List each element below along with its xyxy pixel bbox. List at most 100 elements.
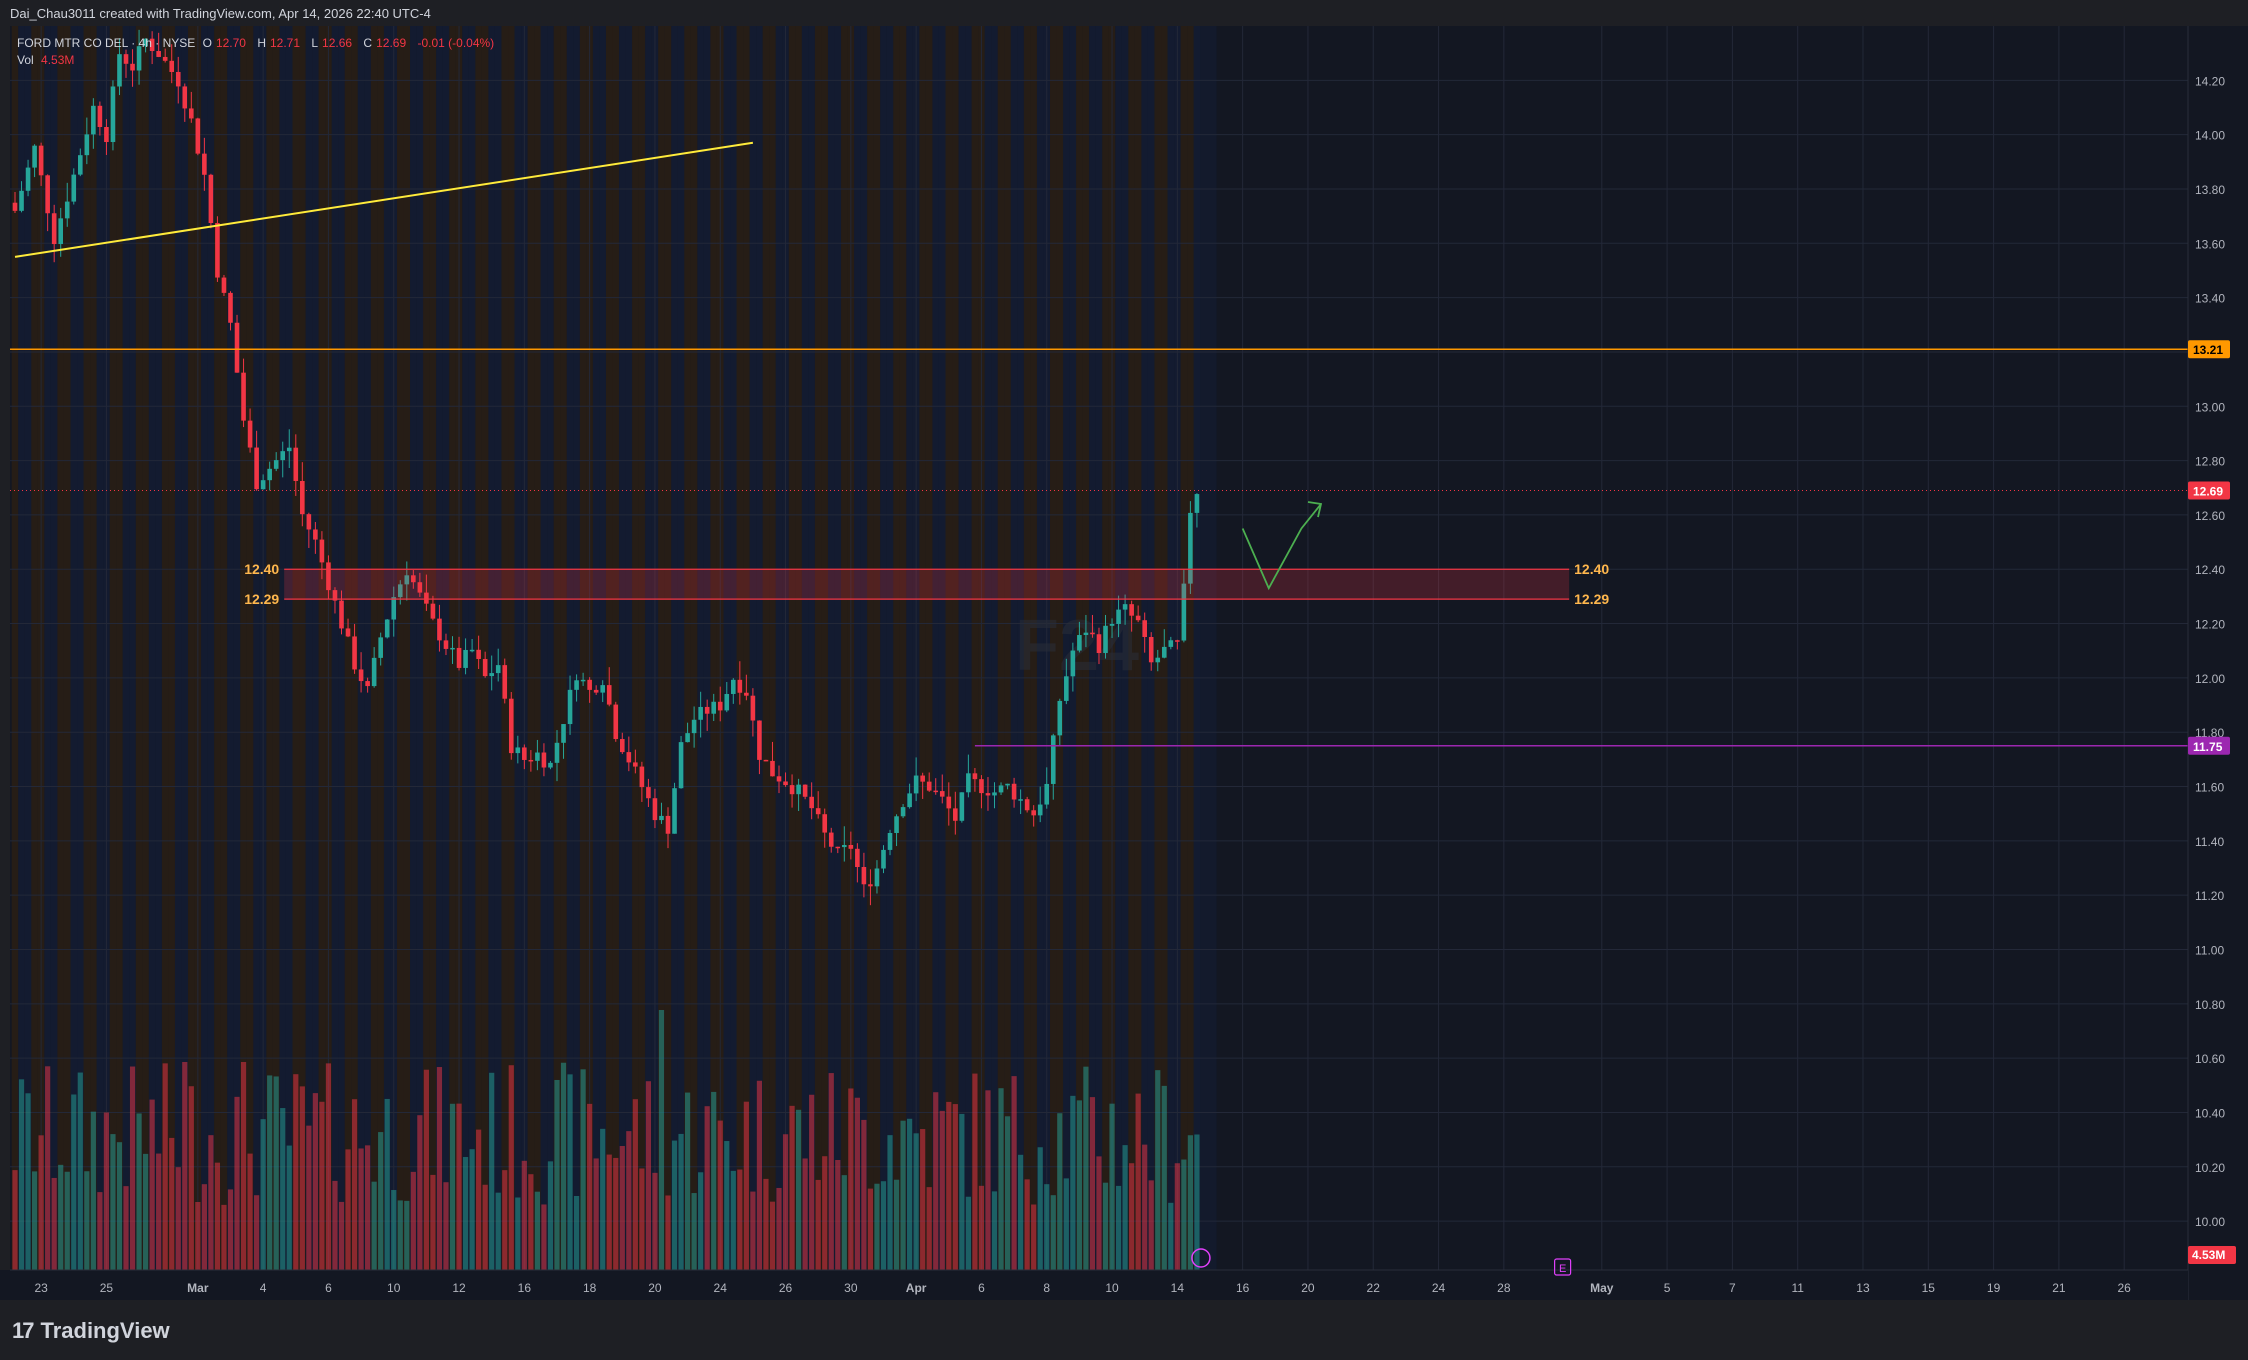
volume-bar [684, 1092, 691, 1270]
volume-label: Vol [17, 53, 34, 67]
session-band [11, 26, 19, 1270]
symbol-legend[interactable]: FORD MTR CO DEL · 4h · NYSE O 12.70 H 12.7… [17, 35, 498, 69]
candle [1096, 627, 1102, 665]
volume-bar [240, 1062, 247, 1270]
candle [32, 144, 37, 178]
session-band [527, 26, 535, 1270]
candle [12, 192, 18, 214]
price-tick-label: 10.00 [2195, 1215, 2225, 1229]
volume-bar [436, 1067, 443, 1270]
session-band [795, 26, 802, 1270]
candle [169, 44, 175, 84]
candle-body [606, 685, 612, 705]
time-tick-label: 13 [1856, 1281, 1870, 1295]
candle-body [404, 575, 410, 585]
candle [182, 83, 188, 122]
candle [450, 636, 455, 664]
candle [822, 808, 828, 848]
session-band [246, 26, 254, 1270]
session-band [723, 26, 731, 1270]
session-band [292, 26, 300, 1270]
symbol-label[interactable]: FORD MTR CO DEL · 4h · NYSE [17, 36, 196, 50]
volume-bar [325, 1063, 332, 1270]
session-band [299, 26, 306, 1270]
volume-bar [299, 1086, 305, 1270]
candle-body [717, 701, 723, 711]
volume-bar [1109, 1103, 1115, 1270]
candle [371, 647, 377, 688]
last-price-tag [2188, 481, 2230, 500]
volume-bar [84, 1171, 90, 1270]
candle-body [306, 514, 312, 530]
volume-bar [156, 1153, 162, 1270]
price-chart[interactable]: F2412.4012.2912.4012.2914.2014.0013.8013… [0, 0, 2248, 1300]
candle [848, 831, 854, 860]
volume-bar [103, 1112, 110, 1270]
tradingview-logo[interactable]: 17 TradingView [12, 1318, 170, 1344]
price-tick-label: 10.60 [2195, 1052, 2225, 1066]
volume-tag-label: 4.53M [2192, 1248, 2225, 1262]
session-band [592, 26, 600, 1270]
candle [215, 216, 220, 282]
candle [580, 672, 586, 686]
candle-body [979, 779, 984, 794]
candle [162, 48, 168, 63]
session-band [305, 26, 313, 1270]
volume-bar [51, 1177, 57, 1270]
session-band [18, 26, 25, 1270]
candle-body [345, 628, 351, 637]
candle [1077, 621, 1082, 653]
candle [639, 761, 645, 802]
session-band [703, 26, 711, 1270]
candle-body [515, 747, 521, 754]
session-band [730, 26, 737, 1270]
candle-body [848, 844, 854, 849]
candle-body [456, 647, 462, 668]
low-value: 12.66 [322, 36, 353, 50]
candle-body [554, 742, 560, 763]
support-price-tag-label: 11.75 [2193, 740, 2223, 754]
candle [1024, 796, 1030, 813]
support-price-tag [2188, 736, 2230, 755]
price-tick-label: 10.80 [2195, 998, 2225, 1012]
session-band [762, 26, 770, 1270]
volume-bar [880, 1181, 887, 1270]
candle-body [639, 766, 645, 788]
candle [672, 782, 677, 834]
candle [861, 852, 867, 898]
candle-body [822, 814, 828, 833]
candle-body [123, 54, 129, 64]
volume-bar [939, 1110, 945, 1270]
candle-body [953, 808, 958, 821]
candle [143, 38, 148, 53]
candle-body [450, 647, 455, 650]
candle [868, 869, 873, 906]
candle-body [652, 798, 658, 821]
session-band [932, 26, 939, 1270]
candle [1050, 733, 1056, 800]
volume-bar [946, 1101, 952, 1270]
candle-body [267, 468, 272, 481]
volume-bar [312, 1093, 318, 1270]
volume-bar [71, 1094, 77, 1270]
candle [130, 49, 135, 87]
candle-body [828, 832, 834, 847]
candle-body [19, 190, 24, 211]
volume-bar [900, 1120, 906, 1270]
session-band [135, 26, 143, 1270]
time-tick-label: 14 [1171, 1281, 1185, 1295]
volume-bar [90, 1111, 96, 1270]
candle-body [1057, 700, 1063, 736]
candle [646, 778, 651, 807]
candle-body [619, 739, 625, 753]
session-band [188, 26, 195, 1270]
candle-body [724, 693, 730, 711]
session-band [991, 26, 998, 1270]
session-band [44, 26, 51, 1270]
session-band [24, 26, 32, 1270]
price-tick-label: 12.20 [2195, 618, 2225, 632]
candle-body [522, 747, 527, 760]
ohlc-high: H 12.71 [257, 36, 304, 50]
volume-bar [116, 1142, 123, 1270]
candle-body [463, 649, 468, 668]
